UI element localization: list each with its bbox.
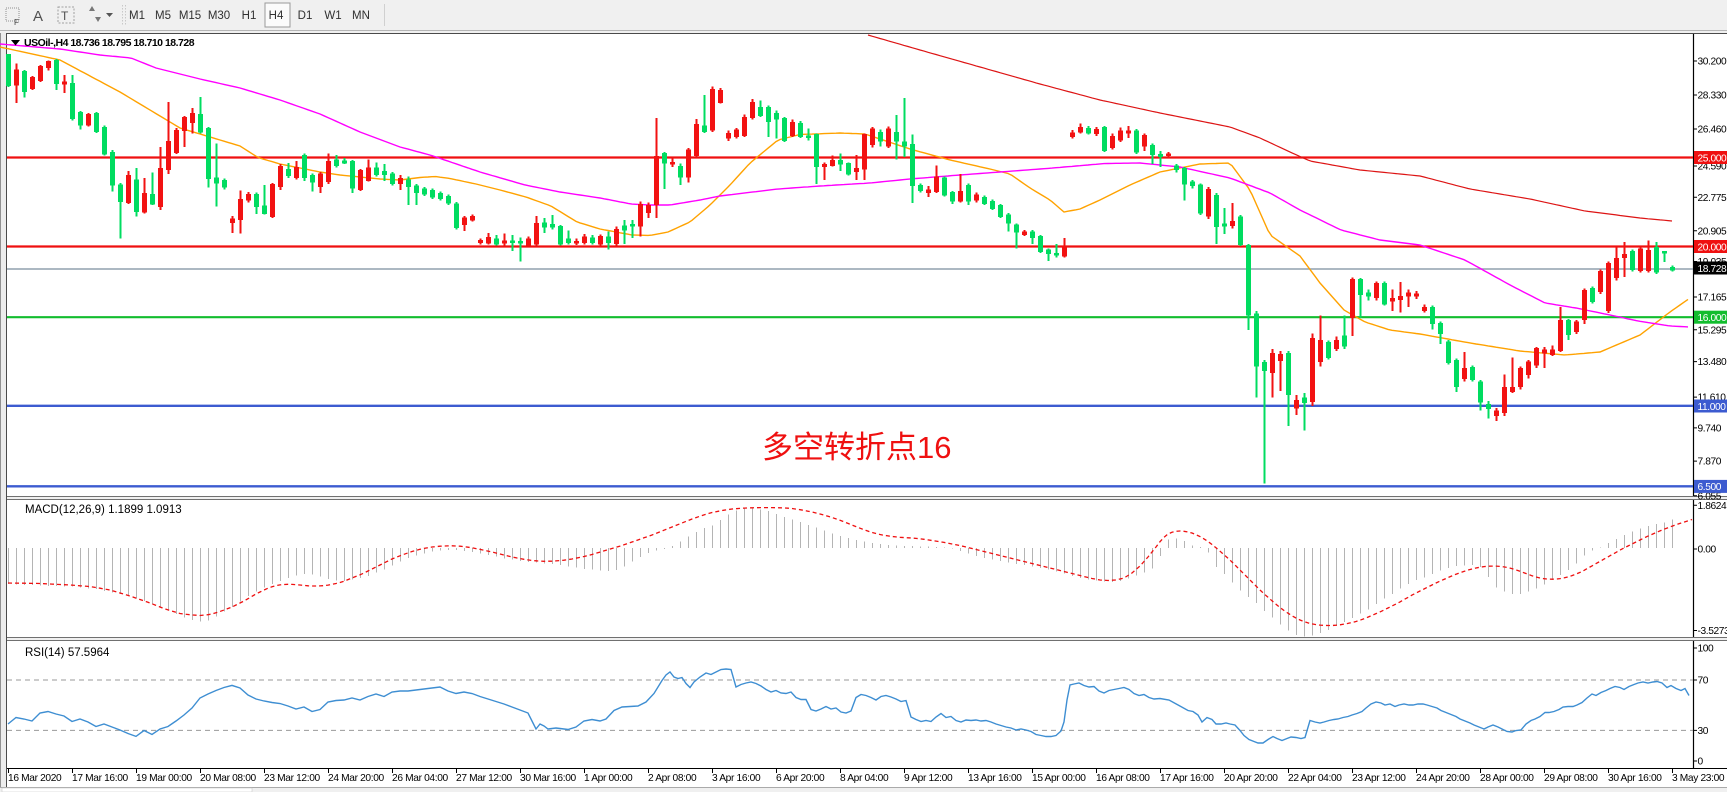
svg-text:30 Mar 16:00: 30 Mar 16:00: [520, 773, 577, 784]
svg-text:6 Apr 20:00: 6 Apr 20:00: [776, 773, 825, 784]
svg-text:6.055: 6.055: [1698, 491, 1722, 502]
svg-text:28 Apr 00:00: 28 Apr 00:00: [1480, 773, 1534, 784]
svg-text:H1: H1: [242, 10, 257, 22]
svg-text:8 Apr 04:00: 8 Apr 04:00: [840, 773, 889, 784]
svg-text:多空转折点16: 多空转折点16: [762, 430, 951, 465]
svg-text:23 Mar 12:00: 23 Mar 12:00: [264, 773, 321, 784]
svg-text:23 Apr 12:00: 23 Apr 12:00: [1352, 773, 1406, 784]
svg-text:0.00: 0.00: [1698, 545, 1717, 556]
svg-text:11.610: 11.610: [1698, 393, 1727, 404]
svg-text:USOil-,H4 18.736 18.795 18.71: USOil-,H4 18.736 18.795 18.710 18.728: [24, 37, 195, 49]
svg-text:70: 70: [1698, 676, 1709, 687]
svg-text:9.740: 9.740: [1698, 424, 1722, 435]
svg-text:30.200: 30.200: [1698, 57, 1727, 68]
svg-text:20 Apr 20:00: 20 Apr 20:00: [1224, 773, 1278, 784]
svg-text:28.330: 28.330: [1698, 91, 1727, 102]
svg-text:1.8624: 1.8624: [1698, 501, 1727, 512]
svg-text:3 May 23:00: 3 May 23:00: [1672, 773, 1725, 784]
svg-text:20 Mar 08:00: 20 Mar 08:00: [200, 773, 257, 784]
svg-text:20.000: 20.000: [1698, 242, 1727, 253]
svg-text:16 Mar 2020: 16 Mar 2020: [8, 773, 62, 784]
svg-text:22 Apr 04:00: 22 Apr 04:00: [1288, 773, 1342, 784]
svg-text:30: 30: [1698, 726, 1709, 737]
svg-text:H4: H4: [269, 10, 284, 22]
svg-text:25.000: 25.000: [1698, 153, 1727, 164]
svg-text:24.590: 24.590: [1698, 162, 1727, 173]
svg-text:17 Apr 16:00: 17 Apr 16:00: [1160, 773, 1214, 784]
svg-text:26.460: 26.460: [1698, 125, 1727, 136]
svg-text:2 Apr 08:00: 2 Apr 08:00: [648, 773, 697, 784]
svg-text:20.905: 20.905: [1698, 226, 1727, 237]
svg-text:29 Apr 08:00: 29 Apr 08:00: [1544, 773, 1598, 784]
svg-text:17 Mar 16:00: 17 Mar 16:00: [72, 773, 129, 784]
svg-text:26 Mar 04:00: 26 Mar 04:00: [392, 773, 449, 784]
svg-text:24 Apr 20:00: 24 Apr 20:00: [1416, 773, 1470, 784]
svg-text:13.480: 13.480: [1698, 357, 1727, 368]
svg-text:16.000: 16.000: [1698, 313, 1727, 324]
svg-text:9 Apr 12:00: 9 Apr 12:00: [904, 773, 953, 784]
svg-text:16 Apr 08:00: 16 Apr 08:00: [1096, 773, 1150, 784]
svg-text:27 Mar 12:00: 27 Mar 12:00: [456, 773, 513, 784]
svg-text:19 Mar 00:00: 19 Mar 00:00: [136, 773, 193, 784]
svg-text:22.775: 22.775: [1698, 193, 1727, 204]
svg-text:0: 0: [1698, 757, 1704, 768]
svg-text:M1: M1: [129, 10, 145, 22]
svg-text:RSI(14) 57.5964: RSI(14) 57.5964: [25, 647, 110, 659]
svg-text:D1: D1: [298, 10, 313, 22]
svg-text:13 Apr 16:00: 13 Apr 16:00: [968, 773, 1022, 784]
svg-text:100: 100: [1698, 644, 1715, 655]
svg-text:24 Mar 20:00: 24 Mar 20:00: [328, 773, 385, 784]
svg-text:17.165: 17.165: [1698, 293, 1727, 304]
svg-text:W1: W1: [324, 10, 341, 22]
svg-text:15 Apr 00:00: 15 Apr 00:00: [1032, 773, 1086, 784]
svg-text:MN: MN: [352, 10, 370, 22]
svg-text:MACD(12,26,9) 1.1899 1.0913: MACD(12,26,9) 1.1899 1.0913: [25, 504, 182, 516]
svg-text:A: A: [33, 8, 43, 25]
svg-text:18.728: 18.728: [1698, 264, 1727, 275]
svg-text:1 Apr 00:00: 1 Apr 00:00: [584, 773, 633, 784]
svg-text:M5: M5: [155, 10, 171, 22]
svg-text:11.000: 11.000: [1698, 402, 1727, 413]
svg-text:6.500: 6.500: [1698, 482, 1722, 493]
svg-text:M15: M15: [179, 10, 201, 22]
svg-text:3 Apr 16:00: 3 Apr 16:00: [712, 773, 761, 784]
svg-text:F: F: [14, 18, 19, 27]
svg-text:-3.5273: -3.5273: [1698, 626, 1727, 637]
svg-text:30 Apr 16:00: 30 Apr 16:00: [1608, 773, 1662, 784]
svg-text:15.295: 15.295: [1698, 325, 1727, 336]
svg-text:7.870: 7.870: [1698, 457, 1722, 468]
svg-text:M30: M30: [208, 10, 230, 22]
svg-text:T: T: [61, 9, 69, 23]
